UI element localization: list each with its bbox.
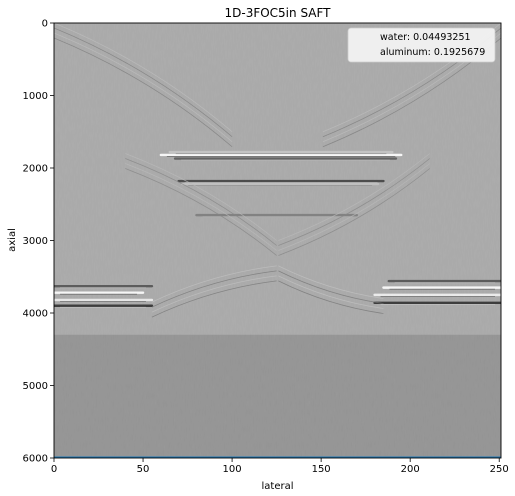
y-tick-label: 1000 bbox=[23, 91, 48, 102]
chart-title: 1D-3FOC5in SAFT bbox=[224, 6, 331, 20]
x-tick-label: 50 bbox=[137, 464, 150, 475]
diffraction-arc-14-0 bbox=[54, 23, 233, 133]
legend-entry-water: water: 0.04493251 bbox=[380, 32, 471, 43]
y-tick-label: 3000 bbox=[23, 236, 48, 247]
diffraction-arc-17-2 bbox=[278, 163, 431, 251]
diffraction-arc-14-3 bbox=[54, 37, 233, 148]
diffraction-arc-18-3 bbox=[151, 280, 277, 318]
x-tick-label: 150 bbox=[312, 464, 331, 475]
legend: water: 0.04493251 aluminum: 0.1925679 bbox=[347, 27, 496, 63]
y-tick-label: 5000 bbox=[23, 381, 48, 392]
diffraction-arc-17-3 bbox=[278, 168, 431, 256]
x-axis-label: lateral bbox=[262, 481, 294, 492]
diffraction-arc-14-2 bbox=[54, 32, 233, 143]
x-tick-label: 0 bbox=[51, 464, 57, 475]
diffraction-arc-16-3 bbox=[125, 168, 277, 256]
image-features bbox=[54, 23, 501, 458]
y-tick-label: 0 bbox=[42, 19, 48, 30]
diffraction-arc-18-2 bbox=[151, 275, 277, 313]
y-tick-label: 6000 bbox=[23, 454, 48, 465]
diffraction-arc-19-3 bbox=[278, 280, 384, 314]
plot-area bbox=[54, 23, 501, 458]
diffraction-arc-19-2 bbox=[278, 275, 384, 309]
diffraction-arc-18-0 bbox=[151, 265, 277, 303]
x-axis-ticks: 0 50 100 150 200 250 bbox=[51, 458, 509, 475]
diffraction-arc-19-0 bbox=[278, 265, 384, 299]
legend-entry-aluminum: aluminum: 0.1925679 bbox=[380, 47, 485, 58]
diffraction-arc-14-1 bbox=[54, 27, 233, 138]
y-tick-label: 2000 bbox=[23, 164, 48, 175]
x-tick-label: 250 bbox=[490, 464, 509, 475]
diffraction-arc-17-0 bbox=[278, 153, 431, 241]
y-axis-ticks: 0 1000 2000 3000 4000 5000 6000 bbox=[23, 19, 54, 465]
legend-box bbox=[347, 27, 496, 63]
y-axis-label: axial bbox=[7, 228, 18, 252]
diffraction-arc-16-2 bbox=[125, 163, 277, 251]
lower-shading bbox=[54, 334, 501, 458]
noise-texture bbox=[54, 23, 501, 458]
x-tick-label: 200 bbox=[401, 464, 420, 475]
x-tick-label: 100 bbox=[223, 464, 242, 475]
diffraction-arc-16-1 bbox=[125, 158, 277, 246]
y-tick-label: 4000 bbox=[23, 309, 48, 320]
diffraction-arc-19-1 bbox=[278, 270, 384, 304]
diffraction-arc-17-1 bbox=[278, 158, 431, 246]
diffraction-arc-16-0 bbox=[125, 153, 277, 241]
diffraction-arc-18-1 bbox=[151, 270, 277, 308]
